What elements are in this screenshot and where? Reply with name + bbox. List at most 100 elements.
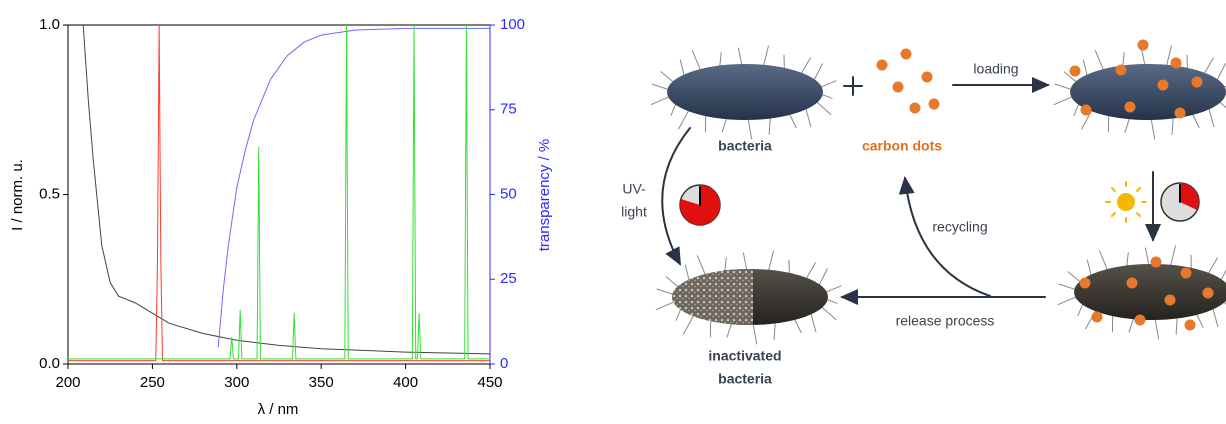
hair: [828, 300, 838, 303]
hair: [790, 115, 796, 128]
hair: [1059, 284, 1074, 289]
sun: [1106, 182, 1146, 222]
y2-tick-label: 100: [500, 16, 525, 33]
hair: [692, 51, 700, 69]
hair: [685, 265, 689, 280]
hair: [827, 286, 842, 292]
hair: [1095, 51, 1103, 69]
y2-tick-label: 25: [500, 270, 517, 287]
hair: [1087, 260, 1091, 275]
figure: λ / nm I / norm. u. transparency / % loa…: [0, 0, 1226, 424]
x-tick-label: 400: [393, 374, 418, 391]
carbon-dots: [877, 49, 940, 114]
hair: [1205, 58, 1214, 73]
hair: [725, 258, 726, 271]
hair: [1123, 53, 1124, 66]
hair: [764, 46, 769, 65]
arrow: [905, 178, 990, 296]
hair: [1078, 305, 1082, 316]
hair: [1220, 103, 1226, 115]
hair: [822, 308, 836, 320]
hair: [1171, 246, 1176, 265]
timer: [680, 185, 720, 225]
bacterium: [667, 64, 823, 120]
y-axis-label: I / norm. u.: [9, 159, 26, 231]
hair: [656, 302, 673, 309]
hair: [823, 95, 833, 98]
hair: [651, 97, 668, 104]
label: bacteria: [718, 138, 772, 154]
y-tick-label: 1.0: [39, 16, 60, 33]
hair: [817, 103, 831, 115]
label: recycling: [932, 219, 987, 235]
x-axis-label: λ / nm: [258, 401, 299, 418]
hair: [684, 316, 694, 334]
plus: [844, 77, 862, 95]
hair: [769, 251, 774, 270]
hair: [1221, 264, 1226, 280]
label: carbon dots: [862, 138, 942, 154]
hair: [806, 109, 811, 126]
hair: [652, 84, 667, 89]
hair: [1129, 319, 1133, 332]
hair: [811, 314, 816, 331]
hair: [722, 119, 726, 132]
label: bacteria: [718, 371, 772, 387]
data-line: [83, 25, 490, 354]
hair: [1172, 119, 1173, 135]
y-tick-label: 0.0: [39, 355, 60, 372]
hair: [748, 120, 751, 139]
x-tick-label: 200: [55, 374, 80, 391]
hair: [676, 310, 680, 321]
hair: [657, 289, 672, 294]
hair: [1054, 97, 1071, 104]
hair: [743, 253, 746, 269]
y-tick-label: 0.5: [39, 185, 60, 202]
hair: [1125, 119, 1129, 132]
label: light: [621, 204, 647, 220]
label: release process: [896, 313, 995, 329]
hair: [753, 325, 756, 344]
x-tick-label: 350: [309, 374, 334, 391]
hair: [819, 269, 827, 285]
hair: [671, 105, 675, 116]
hair: [1068, 272, 1080, 282]
hair: [1197, 315, 1203, 328]
bacterium: [1070, 64, 1226, 120]
x-tick-label: 450: [477, 374, 502, 391]
hair: [795, 320, 801, 333]
hair: [720, 53, 721, 66]
hair: [814, 64, 822, 80]
hair: [1145, 248, 1148, 264]
hair: [1099, 251, 1107, 269]
y2-tick-label: 75: [500, 101, 517, 118]
y2-tick-label: 0: [500, 355, 508, 372]
x-tick-label: 300: [224, 374, 249, 391]
hair: [727, 324, 731, 337]
hair: [661, 72, 673, 82]
hair: [738, 48, 741, 64]
hair: [769, 119, 770, 135]
y2-axis-label: transparency / %: [536, 139, 553, 252]
hair: [822, 81, 837, 87]
hair: [679, 111, 689, 129]
hair: [1213, 309, 1218, 326]
diagram: loading bacteria carbon dots release pro…: [621, 40, 1226, 387]
hair: [1127, 253, 1128, 266]
hair: [1209, 258, 1218, 273]
label: inactivated: [708, 348, 781, 364]
hair: [1151, 120, 1154, 139]
y2-tick-label: 50: [500, 185, 517, 202]
hair: [802, 58, 811, 73]
hair: [666, 277, 678, 287]
hair: [1155, 320, 1158, 339]
hair: [1209, 109, 1214, 126]
hair: [1176, 319, 1177, 335]
hair: [1193, 115, 1199, 128]
hair: [1055, 84, 1070, 89]
plot-frame: [68, 25, 490, 364]
data-line: [68, 25, 490, 361]
timer: [1161, 183, 1199, 221]
label: UV-: [622, 181, 646, 197]
label: loading: [973, 61, 1018, 77]
